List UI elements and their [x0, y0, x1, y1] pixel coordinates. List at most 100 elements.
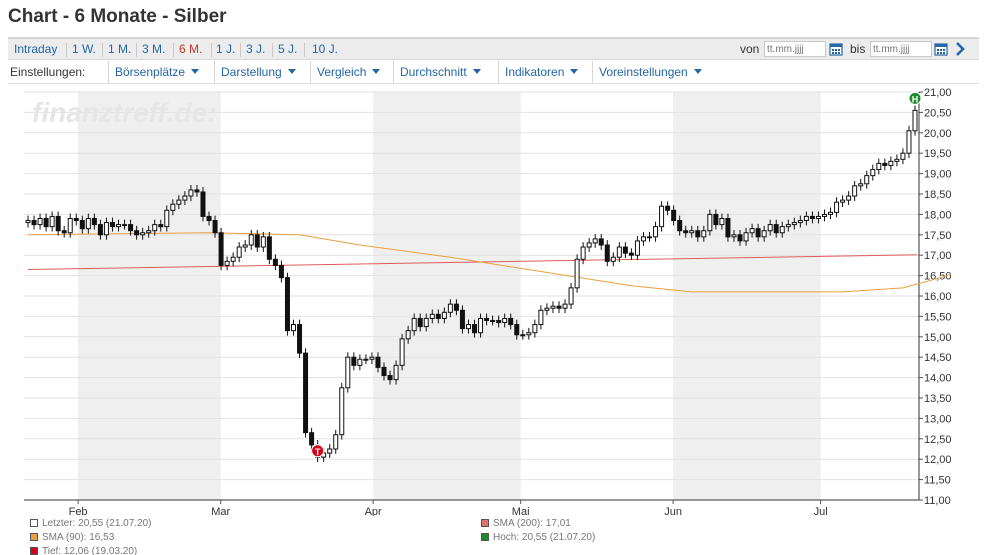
candle	[616, 242, 622, 263]
range-separator	[136, 43, 137, 57]
date-to-input[interactable]	[870, 41, 932, 57]
candle	[791, 217, 797, 230]
candle	[689, 225, 695, 238]
candle-body	[882, 162, 888, 166]
candle-body	[357, 358, 363, 366]
candle-body	[128, 224, 134, 232]
candle	[906, 125, 912, 159]
candle	[659, 201, 665, 232]
candle-body	[731, 234, 737, 238]
candle	[472, 319, 478, 338]
candle-body	[453, 303, 459, 311]
range-tab-3m[interactable]: 3 M.	[142, 42, 166, 56]
candle-body	[230, 256, 236, 262]
candle	[586, 238, 592, 252]
range-tab-1y[interactable]: 1 J.	[216, 42, 236, 56]
candle-body	[182, 195, 188, 201]
candle-body	[840, 199, 846, 203]
candle	[852, 180, 858, 201]
menu-durchschnitt[interactable]: Durchschnitt	[393, 61, 481, 83]
range-tab-5y[interactable]: 5 J.	[278, 42, 298, 56]
candle	[755, 223, 761, 242]
candle	[707, 209, 713, 236]
candle	[164, 205, 170, 232]
candle	[713, 209, 719, 230]
candle-body	[496, 319, 502, 324]
candle	[152, 219, 158, 236]
candle-body	[888, 160, 894, 166]
candle	[254, 229, 260, 252]
menu-darstellung[interactable]: Darstellung	[214, 61, 296, 83]
candle-body	[164, 209, 170, 228]
candle-body	[405, 330, 411, 340]
menu-voreinstellungen[interactable]: Voreinstellungen	[592, 61, 702, 83]
range-tab-1w[interactable]: 1 W.	[72, 42, 97, 56]
menu-boersenplaetze[interactable]: Börsenplätze	[108, 61, 200, 83]
candle-body	[212, 220, 218, 234]
candle	[188, 185, 194, 201]
candle-body	[906, 130, 912, 154]
sma90-line	[27, 232, 952, 293]
candle	[206, 211, 212, 226]
candle	[749, 223, 755, 238]
candle-body	[532, 324, 538, 334]
candle-body	[689, 230, 695, 234]
range-tab-6m[interactable]: 6 M.	[179, 42, 203, 56]
candle-body	[767, 224, 773, 232]
y-tick-label: 21,00	[924, 87, 952, 99]
calendar-icon[interactable]	[829, 42, 843, 56]
candle-body	[538, 309, 544, 326]
candle	[309, 427, 315, 450]
legend-last: Letzter: 20,55 (21.07.20)	[30, 518, 152, 529]
range-tab-10y[interactable]: 10 J.	[312, 42, 339, 56]
candle	[598, 233, 604, 250]
candle-body	[610, 256, 616, 262]
candle-body	[568, 287, 574, 305]
candle-body	[309, 432, 315, 446]
candle	[532, 319, 538, 338]
candle-body	[375, 356, 381, 368]
watermark: finanztreff.de:	[32, 97, 217, 128]
candle-body	[417, 317, 423, 328]
date-from-input[interactable]	[764, 41, 826, 57]
candle	[236, 242, 242, 263]
range-separator	[173, 43, 174, 57]
range-tab-intraday[interactable]: Intraday	[14, 42, 58, 56]
range-tab-3y[interactable]: 3 J.	[246, 42, 266, 56]
candle-body	[423, 317, 429, 328]
candle	[550, 301, 556, 314]
candle-body	[188, 189, 194, 197]
caret-down-icon	[372, 69, 381, 74]
candle-body	[37, 217, 43, 226]
candle-body	[647, 236, 653, 239]
candle-body	[870, 169, 876, 177]
candle	[544, 303, 550, 316]
legend-swatch	[481, 519, 489, 527]
candle-body	[109, 222, 115, 228]
candle	[43, 213, 49, 232]
candle-body	[260, 236, 266, 248]
candle-body	[912, 109, 918, 132]
x-tick-label: Mai	[512, 506, 530, 516]
candle	[248, 229, 254, 250]
candle	[411, 313, 417, 336]
menu-indikatoren[interactable]: Indikatoren	[498, 61, 579, 83]
y-tick-label: 15,00	[924, 332, 952, 344]
chevron-right-icon[interactable]	[954, 41, 966, 57]
menu-label: Indikatoren	[505, 65, 565, 79]
menu-vergleich[interactable]: Vergleich	[310, 61, 381, 83]
candle	[465, 319, 471, 334]
candle	[55, 211, 61, 236]
candle-body	[671, 209, 677, 222]
calendar-icon[interactable]	[934, 42, 948, 56]
range-tab-1m[interactable]: 1 M.	[108, 42, 132, 56]
candle-body	[345, 356, 351, 389]
candle-body	[628, 252, 634, 256]
candle-body	[640, 236, 646, 242]
candle-body	[815, 215, 821, 219]
candle-body	[447, 303, 453, 313]
y-tick-label: 20,00	[924, 128, 952, 140]
candle-body	[858, 183, 864, 187]
y-tick-label: 11,00	[924, 495, 951, 507]
candle	[526, 327, 532, 340]
